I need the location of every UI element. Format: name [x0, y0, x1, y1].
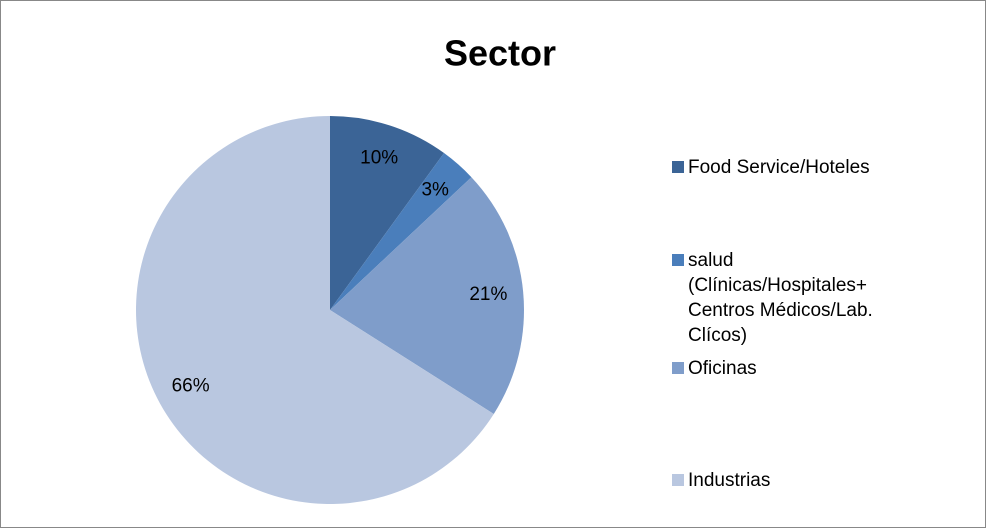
legend-label: Food Service/Hoteles [688, 157, 870, 178]
pie-slice [330, 116, 445, 310]
legend-swatch [672, 474, 684, 486]
chart-title: Sector [444, 33, 556, 74]
data-label: 3% [421, 180, 449, 201]
legend-item: Industrias [672, 468, 872, 493]
data-label: 66% [172, 376, 210, 397]
data-label: 10% [360, 148, 398, 169]
legend-swatch [672, 161, 684, 173]
legend-item: salud (Clínicas/Hospitales+Centros Médic… [672, 248, 873, 348]
legend-label: Oficinas [688, 358, 757, 379]
legend-label: salud (Clínicas/Hospitales+Centros Médic… [688, 250, 873, 346]
legend-item: Food Service/Hoteles [672, 155, 872, 180]
data-label: 21% [469, 284, 507, 305]
pie-slice [330, 153, 472, 310]
legend-swatch [672, 362, 684, 374]
pie-slice [136, 115, 494, 504]
pie-slice [330, 177, 524, 414]
legend-swatch [672, 254, 684, 266]
legend-item: Oficinas [672, 356, 872, 381]
legend-label: Industrias [688, 470, 771, 491]
